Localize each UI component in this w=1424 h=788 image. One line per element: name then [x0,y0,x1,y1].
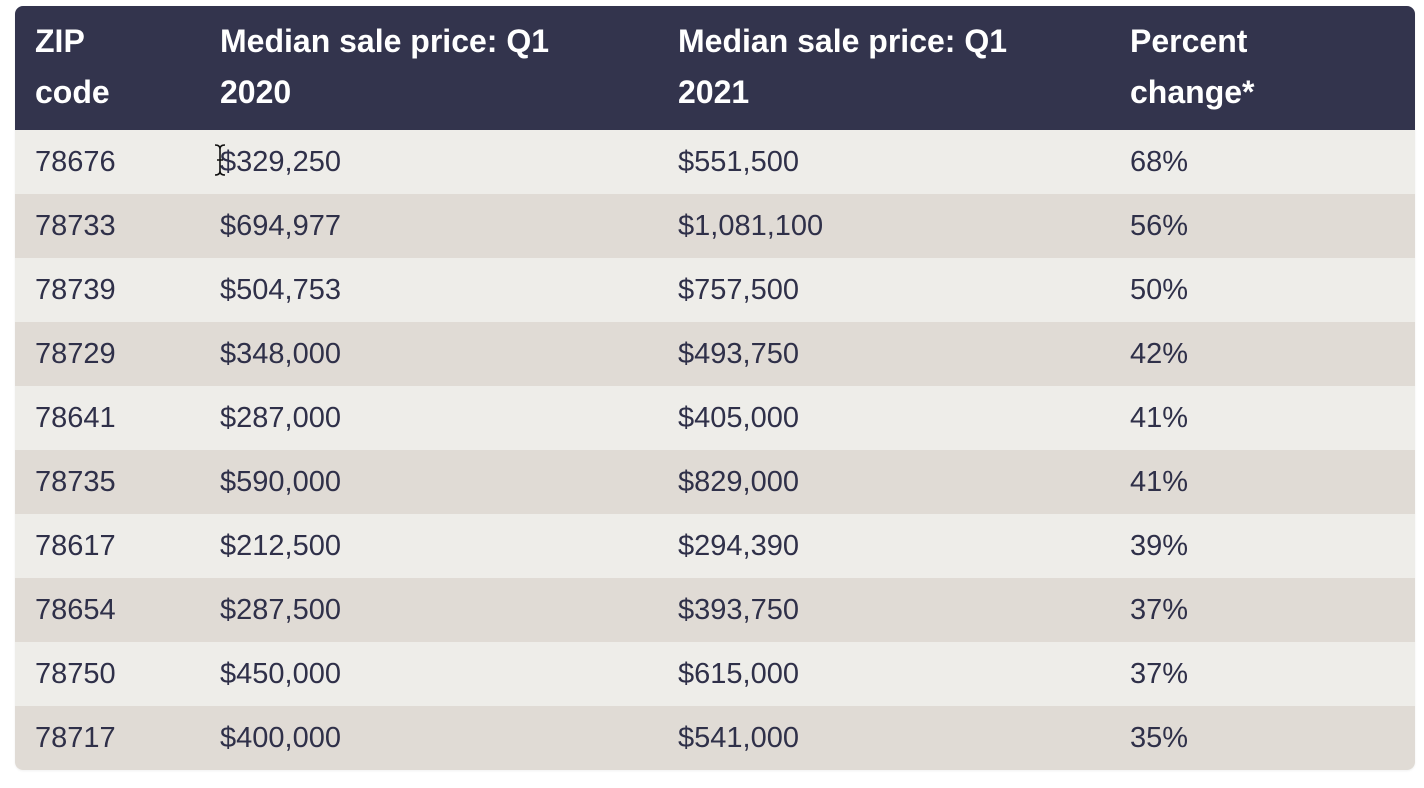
cell-price-2020: $450,000 [220,657,341,690]
header-percent-change: Percent change* [1130,23,1255,110]
cell-price-2021: $405,000 [678,401,799,434]
table-row: 78739 $504,753 $757,500 50% [15,258,1415,322]
cell-price-2021: $541,000 [678,721,799,754]
zip-price-table: ZIP code Median sale price: Q1 2020 Medi… [15,6,1415,770]
cell-price-2020: $287,500 [220,593,341,626]
cell-zip-code: 78717 [35,721,116,754]
table-header: ZIP code Median sale price: Q1 2020 Medi… [15,6,1415,130]
header-median-q1-2020: Median sale price: Q1 2020 [220,23,550,110]
cell-zip-code: 78676 [35,145,116,178]
header-zip-code: ZIP code [35,23,110,110]
cell-price-2021: $294,390 [678,529,799,562]
zip-price-table-container: ZIP code Median sale price: Q1 2020 Medi… [15,6,1415,770]
table-row: 78729 $348,000 $493,750 42% [15,322,1415,386]
cell-price-2020: $348,000 [220,337,341,370]
table-row: 78735 $590,000 $829,000 41% [15,450,1415,514]
cell-price-2021: $757,500 [678,273,799,306]
cell-price-2021: $615,000 [678,657,799,690]
table-row: 78641 $287,000 $405,000 41% [15,386,1415,450]
cell-zip-code: 78739 [35,273,116,306]
cell-price-2020: $287,000 [220,401,341,434]
cell-zip-code: 78617 [35,529,116,562]
table-row: 78654 $287,500 $393,750 37% [15,578,1415,642]
cell-price-2020: $400,000 [220,721,341,754]
table-row: 78750 $450,000 $615,000 37% [15,642,1415,706]
cell-percent-change: 42% [1130,337,1189,370]
cell-price-2020: $504,753 [220,273,341,306]
header-median-q1-2021: Median sale price: Q1 2021 [678,23,1008,110]
cell-percent-change: 41% [1130,401,1189,434]
cell-zip-code: 78750 [35,657,116,690]
cell-price-2020: $329,250 [220,145,341,178]
table-row: 78617 $212,500 $294,390 39% [15,514,1415,578]
cell-price-2020: $694,977 [220,209,341,242]
cell-zip-code: 78729 [35,337,116,370]
cell-percent-change: 68% [1130,145,1189,178]
cell-price-2021: $393,750 [678,593,799,626]
cell-price-2021: $551,500 [678,145,799,178]
header-row: ZIP code Median sale price: Q1 2020 Medi… [15,6,1415,130]
cell-price-2021: $829,000 [678,465,799,498]
cell-percent-change: 37% [1130,657,1189,690]
cell-zip-code: 78735 [35,465,116,498]
cell-percent-change: 41% [1130,465,1189,498]
cell-percent-change: 56% [1130,209,1189,242]
cell-zip-code: 78733 [35,209,116,242]
cell-percent-change: 50% [1130,273,1189,306]
cell-percent-change: 39% [1130,529,1189,562]
table-row: 78676 $329,250 $551,500 68% [15,130,1415,194]
table-row: 78717 $400,000 $541,000 35% [15,706,1415,770]
cell-zip-code: 78654 [35,593,116,626]
cell-price-2021: $1,081,100 [678,209,824,242]
cell-price-2021: $493,750 [678,337,799,370]
cell-percent-change: 35% [1130,721,1189,754]
cell-percent-change: 37% [1130,593,1189,626]
table-body: 78676 $329,250 $551,500 68% 78733 $694,9… [15,130,1415,770]
cell-price-2020: $590,000 [220,465,341,498]
cell-zip-code: 78641 [35,401,116,434]
cell-price-2020: $212,500 [220,529,341,562]
table-row: 78733 $694,977 $1,081,100 56% [15,194,1415,258]
